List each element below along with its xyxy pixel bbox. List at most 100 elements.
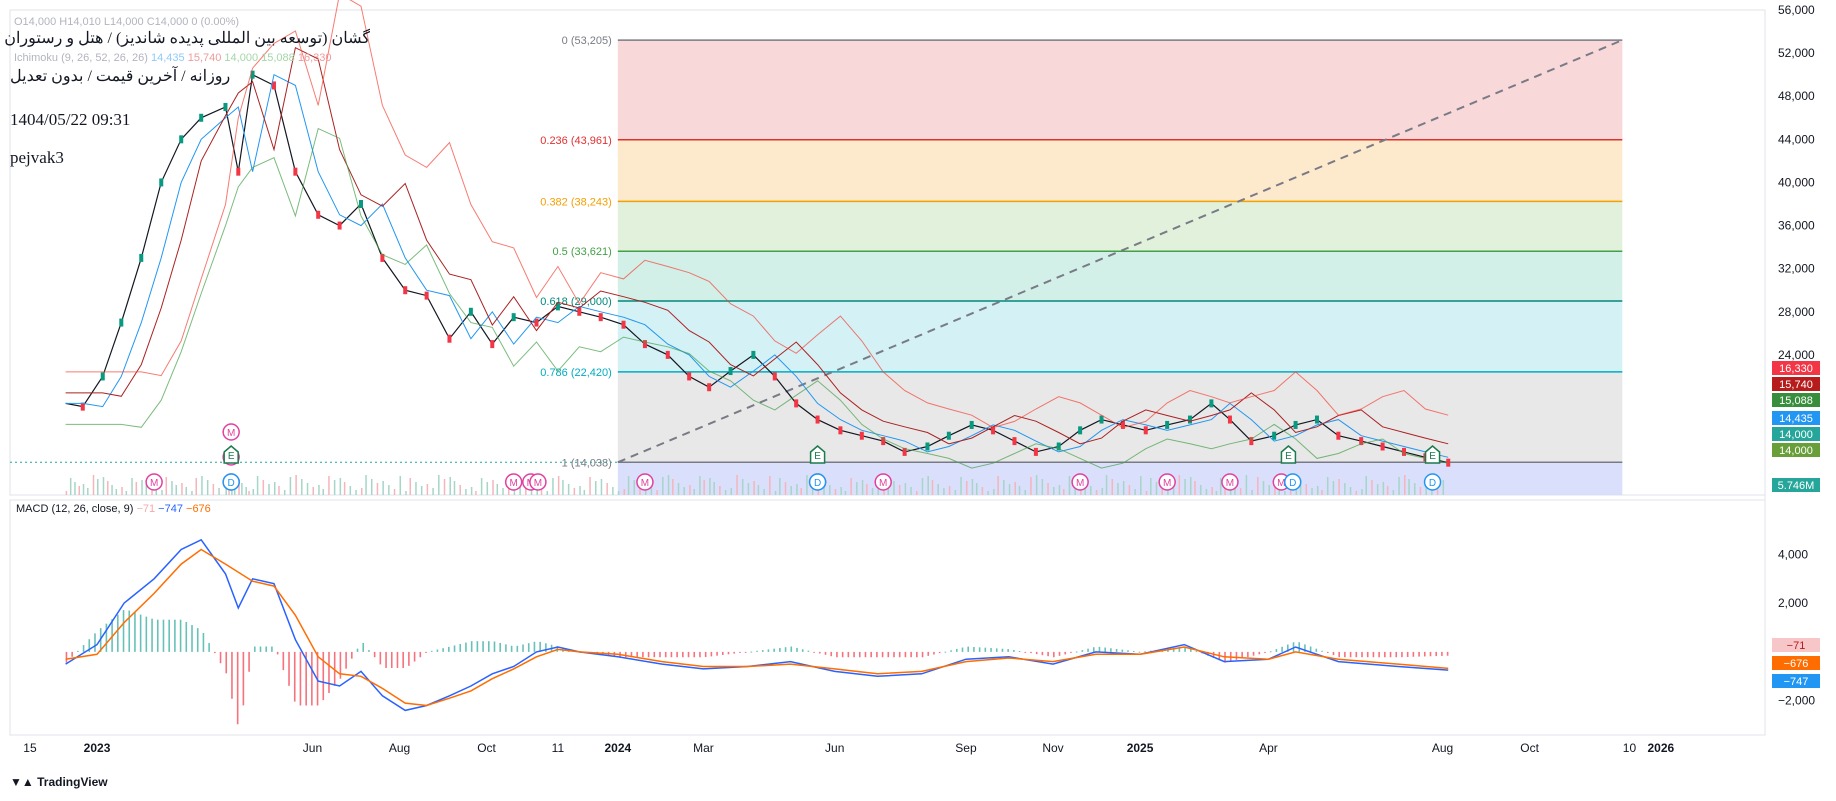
macd-histogram-bar: [1178, 647, 1181, 652]
macd-histogram-bar: [419, 651, 422, 658]
macd-histogram-bar: [916, 651, 918, 658]
macd-histogram-bar: [1081, 650, 1084, 652]
macd-histogram-bar: [1035, 651, 1038, 655]
macd-histogram-bar: [196, 628, 199, 652]
volume-bar: [1386, 486, 1389, 495]
volume-bar: [301, 479, 303, 495]
volume-bar: [757, 485, 760, 495]
volume-bar: [1431, 489, 1433, 495]
volume-bar: [763, 489, 765, 495]
tradingview-logo[interactable]: ▼▲ TradingView: [10, 775, 108, 789]
macd-histogram-bar: [704, 651, 707, 658]
macd-histogram-bar: [961, 647, 964, 652]
price-candle: [707, 383, 712, 392]
macd-histogram-bar: [1241, 651, 1243, 659]
macd-histogram-bar: [813, 651, 815, 653]
volume-bar: [1344, 483, 1346, 495]
macd-histogram-bar: [1406, 651, 1409, 657]
volume-bar: [312, 487, 314, 495]
volume-bar: [1172, 488, 1175, 495]
volume-bar: [443, 479, 446, 495]
macd-histogram-bar: [1235, 651, 1238, 660]
price-axis-tick: 56,000: [1778, 3, 1815, 17]
volume-bar: [318, 485, 320, 495]
span-b-line: [65, 0, 1449, 429]
event-M-label: M: [1277, 478, 1285, 489]
volume-bar: [1382, 482, 1385, 495]
volume-bar: [806, 475, 808, 495]
macd-histogram-bar: [465, 642, 467, 652]
volume-bar: [405, 491, 407, 495]
price-badge-text: 16,330: [1779, 363, 1813, 375]
macd-histogram-bar: [499, 642, 502, 652]
price-badge: [1772, 361, 1820, 375]
volume-bar: [552, 478, 554, 495]
event-M-marker: [1071, 473, 1089, 491]
fib-zone-below-1: [617, 462, 1623, 495]
price-candle: [728, 367, 733, 376]
volume-bar: [993, 489, 995, 495]
macd-histogram-bar: [693, 651, 696, 658]
price-badge: [1772, 411, 1820, 425]
macd-histogram-bar: [624, 651, 627, 658]
macd-histogram-bar: [1189, 648, 1192, 652]
event-M-marker: [145, 473, 163, 491]
macd-histogram-bar: [545, 643, 547, 652]
macd-histogram-bar: [921, 651, 924, 658]
macd-histogram-bar: [271, 646, 273, 652]
volume-bar: [295, 475, 297, 495]
volume-bar: [1425, 485, 1427, 495]
volume-bar: [910, 487, 912, 495]
price-candle: [1033, 447, 1038, 456]
price-candle: [969, 420, 974, 429]
macd-histogram-bar: [824, 651, 827, 655]
volume-bar: [111, 485, 113, 495]
macd-histogram-bar: [311, 651, 313, 706]
fib-zone-0: [617, 40, 1623, 140]
ichimoku-legend[interactable]: Ichimoku (9, 26, 52, 26, 26) 14,435 15,7…: [14, 52, 332, 64]
volume-bar: [736, 475, 738, 495]
event-M-label: M: [879, 478, 887, 489]
volume-bar: [252, 489, 255, 495]
volume-bar: [145, 484, 148, 495]
volume-bar: [1030, 477, 1032, 495]
date-axis-tick: 2023: [84, 741, 111, 755]
price-candle: [555, 302, 560, 311]
macd-histogram-bar: [819, 651, 821, 654]
macd-histogram-bar: [185, 621, 188, 652]
price-badge-text: 5.746M: [1778, 480, 1815, 492]
macd-histogram-bar: [1110, 648, 1112, 652]
price-candle: [424, 291, 429, 300]
macd-histogram-bar: [174, 619, 176, 652]
macd-histogram-bar: [459, 644, 462, 652]
macd-histogram-bar: [288, 651, 290, 686]
macd-histogram-bar: [1435, 651, 1438, 657]
fib-label-0.382: 0.382 (38,243): [540, 196, 612, 208]
timeframe-text: روزانه / آخرین قیمت / بدون تعدیل: [10, 68, 231, 85]
price-badge: [1772, 377, 1820, 391]
price-candle: [447, 334, 452, 343]
macd-histogram-bar: [368, 650, 370, 652]
macd-histogram-bar: [1264, 651, 1266, 653]
macd-histogram-bar: [470, 641, 473, 652]
macd-legend[interactable]: MACD (12, 26, close, 9) −71 −747 −676: [16, 503, 211, 515]
price-axis-tick: 44,000: [1778, 132, 1815, 146]
price-candle: [1380, 442, 1385, 451]
macd-histogram-bar: [944, 651, 947, 653]
volume-bar: [719, 486, 721, 495]
volume-bar: [1145, 491, 1148, 495]
author-label: pejvak3: [10, 148, 64, 167]
event-M-label: M: [1226, 478, 1234, 489]
volume-bar: [115, 489, 118, 495]
macd-histogram-bar: [841, 651, 844, 658]
event-M-marker: [529, 473, 547, 491]
event-M-marker: [636, 473, 654, 491]
volume-bar: [87, 488, 89, 495]
macd-histogram-bar: [1281, 646, 1283, 652]
event-D-marker: [1423, 473, 1442, 491]
volume-bar: [486, 482, 489, 495]
macd-histogram-bar: [282, 651, 285, 671]
ichimoku-spana-value: 15,088: [261, 52, 295, 64]
symbol-title-text: گشان (توسعه بین المللی پدیده شاندیز) / ه…: [4, 30, 370, 47]
